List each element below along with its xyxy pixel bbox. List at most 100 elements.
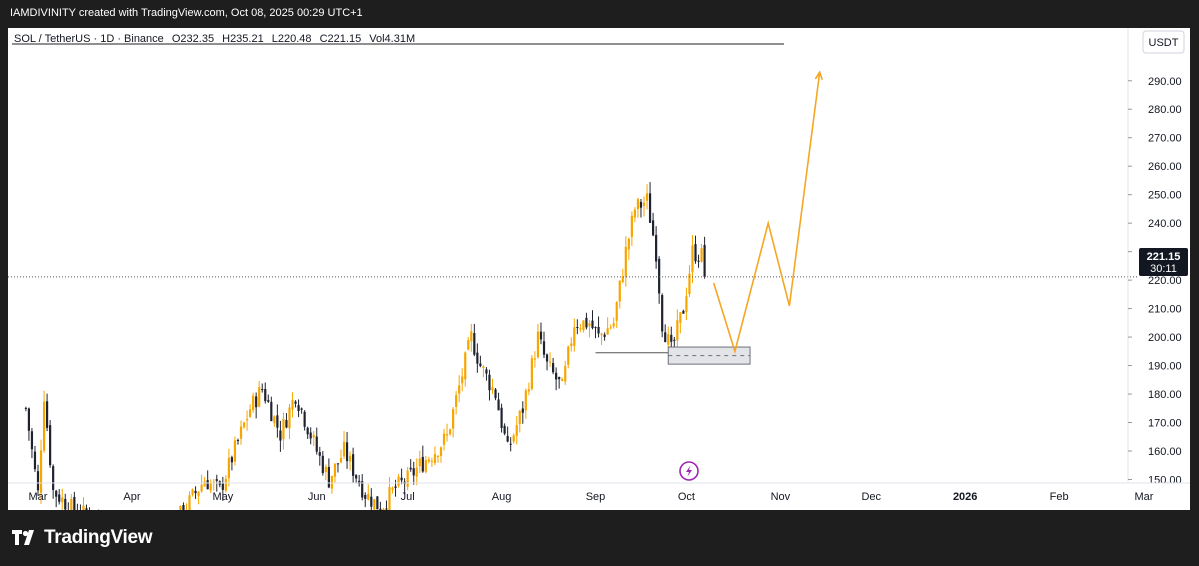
- candle-body[interactable]: [24, 407, 27, 409]
- candle-body[interactable]: [476, 352, 479, 364]
- projection-path[interactable]: [712, 72, 821, 355]
- candle-body[interactable]: [564, 366, 567, 382]
- time-axis[interactable]: Mar Apr May Jun Jul Aug Sep Oct Nov Dec 2026 Feb Mar: [8, 482, 1190, 503]
- candle-body[interactable]: [506, 435, 509, 442]
- candle-body[interactable]: [458, 385, 461, 394]
- candle-body[interactable]: [442, 433, 446, 445]
- candle-body[interactable]: [591, 320, 594, 329]
- candle-body[interactable]: [233, 440, 237, 462]
- candle-body[interactable]: [558, 376, 561, 380]
- candle-body[interactable]: [273, 416, 276, 424]
- candle-body[interactable]: [188, 495, 191, 512]
- candle-body[interactable]: [688, 273, 691, 295]
- candle-body[interactable]: [282, 418, 285, 440]
- candle-body[interactable]: [418, 458, 421, 467]
- candle-body[interactable]: [603, 334, 606, 337]
- candle-body[interactable]: [406, 470, 409, 487]
- candle-body[interactable]: [667, 334, 670, 345]
- candle-body[interactable]: [388, 487, 391, 511]
- candle-body[interactable]: [58, 494, 61, 502]
- candle-body[interactable]: [664, 332, 667, 343]
- candle-body[interactable]: [500, 407, 503, 428]
- candle-body[interactable]: [230, 457, 234, 463]
- candle-body[interactable]: [312, 435, 315, 438]
- candle-body[interactable]: [561, 378, 564, 381]
- candle-body[interactable]: [258, 387, 261, 407]
- candle-body[interactable]: [452, 409, 455, 429]
- candle-body[interactable]: [30, 431, 34, 450]
- candle-body[interactable]: [303, 411, 306, 427]
- candle-body[interactable]: [545, 354, 549, 362]
- candle-body[interactable]: [439, 447, 443, 456]
- candle-body[interactable]: [182, 505, 185, 517]
- candle-body[interactable]: [427, 459, 430, 462]
- candle-body[interactable]: [342, 441, 346, 457]
- candle-body[interactable]: [594, 327, 597, 329]
- candle-body[interactable]: [327, 467, 330, 488]
- candle-body[interactable]: [703, 244, 706, 277]
- candle-body[interactable]: [552, 363, 555, 373]
- candle-body[interactable]: [379, 508, 382, 514]
- candle-body[interactable]: [597, 326, 600, 334]
- candle-body[interactable]: [209, 483, 212, 491]
- candle-body[interactable]: [470, 331, 473, 342]
- candle-body[interactable]: [588, 323, 591, 327]
- candle-body[interactable]: [661, 295, 664, 332]
- candle-body[interactable]: [391, 487, 394, 490]
- candle-body[interactable]: [670, 334, 673, 342]
- candle-body[interactable]: [49, 425, 52, 466]
- candle-body[interactable]: [52, 466, 55, 490]
- candle-body[interactable]: [430, 460, 433, 462]
- candle-body[interactable]: [633, 209, 637, 218]
- candle-body[interactable]: [491, 387, 494, 391]
- price-chart[interactable]: 150.00 160.00 170.00 180.00 190.00 200.00 210.…: [8, 28, 1190, 562]
- candle-body[interactable]: [355, 475, 358, 479]
- candle-body[interactable]: [582, 320, 585, 331]
- candle-body[interactable]: [267, 400, 270, 402]
- candle-body[interactable]: [433, 454, 437, 464]
- candle-body[interactable]: [542, 341, 546, 355]
- candle-body[interactable]: [658, 258, 661, 294]
- candle-body[interactable]: [412, 468, 415, 476]
- candle-body[interactable]: [373, 499, 376, 510]
- candle-body[interactable]: [345, 442, 349, 462]
- candle-body[interactable]: [61, 497, 64, 503]
- candle-body[interactable]: [479, 363, 482, 367]
- candle-body[interactable]: [606, 328, 609, 335]
- candle-body[interactable]: [203, 481, 206, 487]
- candle-body[interactable]: [691, 245, 694, 273]
- candle-body[interactable]: [291, 400, 294, 410]
- candle-body[interactable]: [276, 415, 279, 428]
- candle-body[interactable]: [609, 327, 612, 329]
- candle-body[interactable]: [200, 484, 203, 492]
- candle-body[interactable]: [645, 193, 649, 201]
- candle-body[interactable]: [618, 280, 621, 302]
- candle-body[interactable]: [576, 326, 579, 329]
- candle-body[interactable]: [455, 395, 458, 407]
- candle-body[interactable]: [448, 429, 452, 435]
- candle-body[interactable]: [567, 346, 570, 365]
- candle-body[interactable]: [570, 343, 573, 346]
- candle-body[interactable]: [358, 480, 361, 484]
- candle-body[interactable]: [385, 508, 388, 510]
- candle-body[interactable]: [39, 450, 43, 493]
- candle-body[interactable]: [306, 427, 309, 435]
- candle-body[interactable]: [503, 425, 506, 434]
- candle-body[interactable]: [539, 331, 543, 340]
- candle-body[interactable]: [548, 361, 552, 363]
- candle-body[interactable]: [415, 467, 418, 477]
- candle-body[interactable]: [518, 410, 521, 425]
- candle-body[interactable]: [82, 505, 85, 516]
- candle-body[interactable]: [639, 201, 643, 208]
- candle-body[interactable]: [464, 352, 467, 380]
- candle-body[interactable]: [197, 491, 200, 496]
- candle-body[interactable]: [509, 443, 512, 445]
- candle-body[interactable]: [482, 366, 485, 369]
- candle-body[interactable]: [424, 460, 427, 472]
- candle-body[interactable]: [630, 215, 633, 237]
- candle-body[interactable]: [655, 234, 658, 262]
- candle-body[interactable]: [252, 395, 255, 411]
- candle-body[interactable]: [255, 396, 258, 408]
- candle-body[interactable]: [73, 496, 76, 511]
- candle-body[interactable]: [515, 425, 518, 436]
